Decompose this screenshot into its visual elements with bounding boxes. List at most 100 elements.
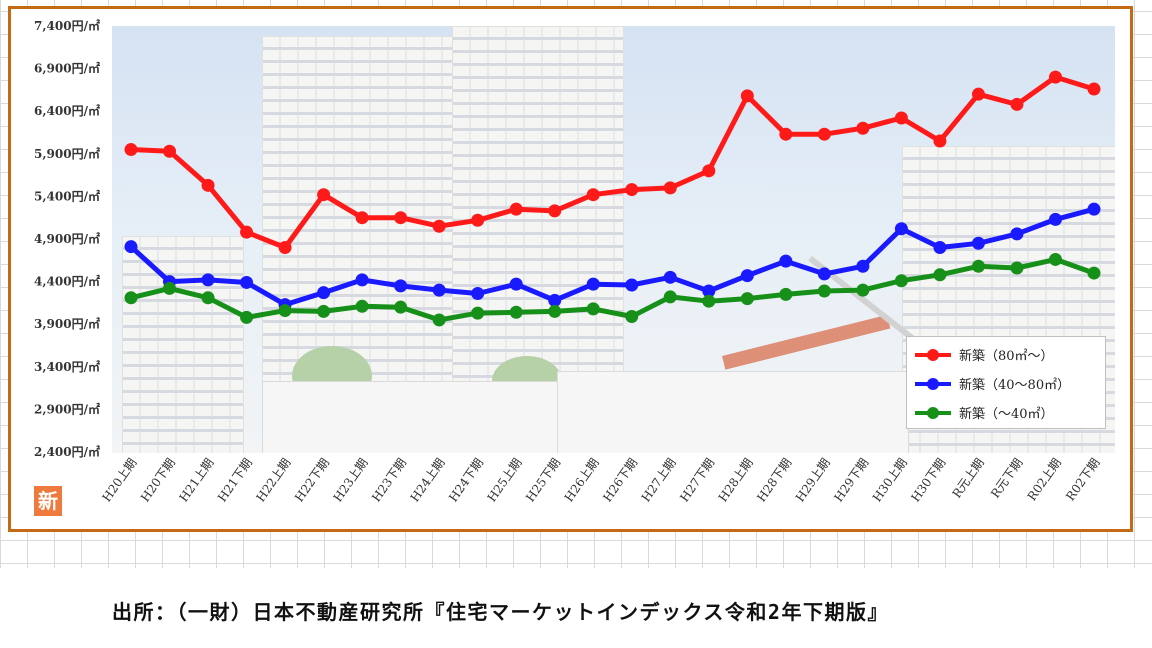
legend-marker-40	[927, 407, 939, 419]
x-tick-label: H23上期	[331, 456, 371, 505]
series-point-2	[1010, 261, 1024, 275]
series-point-0	[201, 178, 215, 192]
series-point-2	[124, 291, 138, 305]
series-point-0	[1048, 70, 1062, 84]
series-point-0	[702, 164, 716, 178]
chart-legend: 新築（80㎡～） 新築（40～80㎡） 新築（～40㎡）	[906, 336, 1106, 429]
y-tick-label: 6,900円/㎡	[34, 61, 100, 76]
series-point-2	[586, 302, 600, 316]
series-point-1	[355, 273, 369, 287]
series-point-0	[817, 127, 831, 141]
series-point-1	[779, 254, 793, 268]
x-tick-label: H25下期	[523, 456, 563, 505]
series-point-1	[1048, 212, 1062, 226]
series-point-2	[163, 281, 177, 295]
series-point-0	[394, 211, 408, 225]
series-point-0	[740, 89, 754, 103]
series-point-0	[625, 183, 639, 197]
series-point-2	[663, 290, 677, 304]
series-point-2	[779, 287, 793, 301]
x-tick-label: H30上期	[870, 456, 910, 505]
series-point-1	[240, 275, 254, 289]
series-point-0	[1087, 82, 1101, 96]
x-tick-label: H29下期	[831, 456, 871, 505]
series-point-0	[1010, 97, 1024, 111]
series-point-1	[471, 287, 485, 301]
series-point-2	[394, 300, 408, 314]
source-citation: 出所：（一財）日本不動産研究所『住宅マーケットインデックス令和2年下期版』	[112, 600, 889, 624]
series-point-2	[1048, 252, 1062, 266]
series-line-0	[128, 74, 1097, 250]
series-point-0	[471, 213, 485, 227]
x-tick-label: H21上期	[176, 456, 216, 505]
series-point-1	[548, 293, 562, 307]
series-point-0	[509, 202, 523, 216]
series-point-0	[779, 127, 793, 141]
series-point-0	[548, 204, 562, 218]
series-point-0	[856, 121, 870, 135]
series-point-0	[317, 188, 331, 202]
series-point-1	[817, 267, 831, 281]
series-point-1	[971, 236, 985, 250]
y-tick-label: 4,400円/㎡	[34, 274, 100, 289]
series-point-0	[240, 225, 254, 239]
y-tick-label: 3,400円/㎡	[34, 359, 100, 374]
logo-badge: 新	[34, 486, 62, 516]
y-tick-label: 5,900円/㎡	[34, 146, 100, 161]
x-tick-label: H28上期	[716, 456, 756, 505]
series-point-1	[394, 279, 408, 293]
legend-item-80: 新築（80㎡～）	[915, 343, 1105, 365]
series-point-0	[124, 143, 138, 157]
legend-label-40-80: 新築（40～80㎡）	[959, 378, 1071, 393]
x-tick-label: R元上期	[950, 456, 987, 501]
series-point-1	[1087, 202, 1101, 216]
series-point-0	[894, 111, 908, 125]
series-point-1	[625, 278, 639, 292]
legend-item-40: 新築（～40㎡）	[915, 401, 1105, 423]
series-point-1	[702, 284, 716, 298]
series-point-2	[432, 313, 446, 327]
x-tick-label: R元下期	[988, 456, 1025, 501]
series-point-2	[1087, 266, 1101, 280]
series-point-1	[432, 283, 446, 297]
series-point-1	[317, 286, 331, 300]
x-tick-label: R02下期	[1063, 456, 1102, 504]
left-building	[122, 236, 244, 453]
series-point-1	[509, 277, 523, 291]
series-point-1	[894, 222, 908, 236]
x-tick-label: H30下期	[908, 456, 948, 505]
legend-item-40-80: 新築（40～80㎡）	[915, 372, 1105, 394]
series-point-0	[663, 181, 677, 195]
series-point-1	[124, 240, 138, 254]
series-line-1	[128, 206, 1097, 308]
series-point-2	[278, 304, 292, 318]
series-point-0	[163, 144, 177, 158]
series-point-2	[509, 305, 523, 319]
construction-fence	[557, 371, 909, 453]
legend-label-40: 新築（～40㎡）	[959, 407, 1054, 422]
series-point-1	[586, 277, 600, 291]
series-point-2	[740, 292, 754, 306]
series-point-0	[971, 87, 985, 101]
background-photo	[112, 26, 1115, 453]
x-tick-label: H28下期	[754, 456, 794, 505]
series-point-2	[894, 274, 908, 288]
series-point-0	[278, 241, 292, 255]
x-tick-label: H29上期	[793, 456, 833, 505]
x-tick-label: H27下期	[677, 456, 717, 505]
series-point-1	[740, 269, 754, 283]
series-point-2	[355, 299, 369, 313]
series-point-2	[856, 283, 870, 297]
x-tick-label: H20上期	[99, 456, 139, 505]
series-point-1	[933, 241, 947, 255]
legend-marker-40-80	[927, 378, 939, 390]
series-point-2	[317, 304, 331, 318]
series-point-2	[702, 294, 716, 308]
spreadsheet-blank-area	[0, 568, 1152, 648]
x-tick-label: H24上期	[408, 456, 448, 505]
y-tick-label: 2,400円/㎡	[34, 444, 100, 459]
series-point-1	[1010, 227, 1024, 241]
series-point-2	[240, 310, 254, 324]
series-point-2	[471, 306, 485, 320]
